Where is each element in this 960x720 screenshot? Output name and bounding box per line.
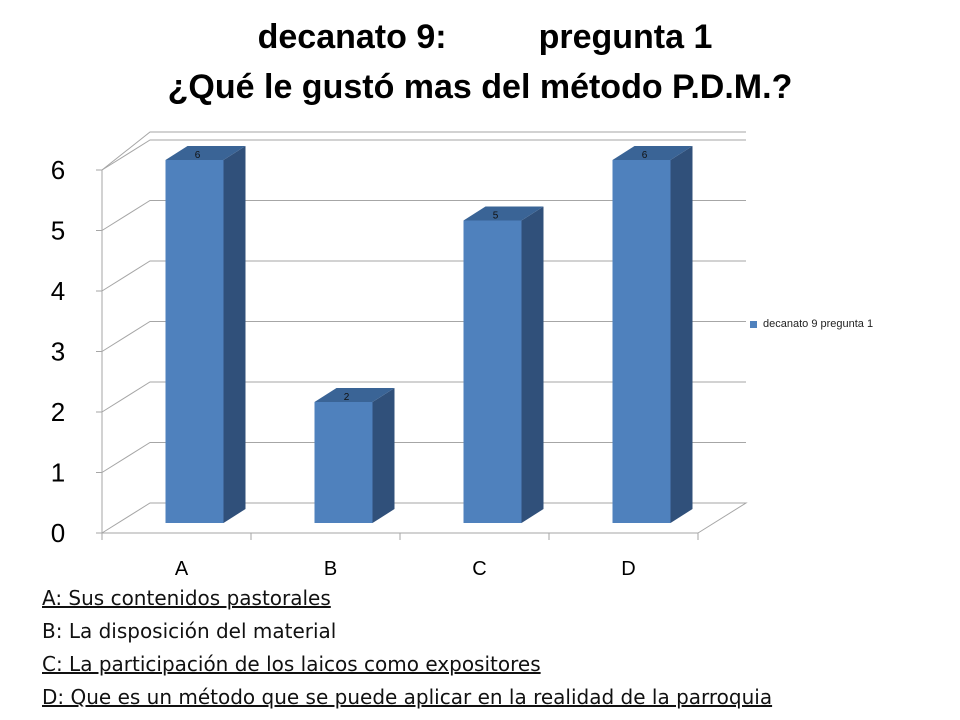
y-tick-label: 0 — [51, 518, 65, 548]
note-c: C: La participación de los laicos como e… — [42, 652, 541, 676]
bar-top — [314, 388, 395, 402]
chart-title: decanato 9: pregunta 1 ¿Qué le gustó mas … — [0, 12, 960, 112]
x-tick-label: D — [621, 558, 635, 580]
data-label: 6 — [642, 150, 648, 161]
x-axis: A B C D — [101, 533, 699, 580]
x-tick-label: B — [324, 558, 337, 580]
note-b: B: La disposición del material — [42, 619, 337, 643]
chart-floor — [101, 502, 748, 534]
data-label: 5 — [493, 211, 499, 222]
title-line-2: ¿Qué le gustó mas del método P.D.M.? — [167, 68, 793, 106]
bar — [165, 146, 246, 523]
gridline — [101, 260, 746, 292]
bar-side — [372, 388, 395, 523]
y-tick-label: 2 — [51, 397, 65, 427]
bar-front — [463, 220, 522, 523]
gridline — [101, 139, 746, 171]
title-line-1: decanato 9: pregunta 1 — [0, 12, 960, 62]
gridlines — [101, 139, 746, 473]
gridline — [101, 442, 746, 473]
bar-front — [612, 160, 671, 523]
legend: decanato 9 pregunta 1 — [750, 318, 873, 330]
y-tick-label: 3 — [51, 337, 65, 367]
bar — [314, 388, 395, 523]
legend-swatch — [750, 320, 757, 328]
data-label: 2 — [344, 392, 350, 403]
bar-side — [223, 146, 246, 523]
note-d: D: Que es un método que se puede aplicar… — [42, 685, 773, 709]
bar-side — [521, 206, 544, 523]
y-axis: 0 1 2 3 4 5 6 — [51, 155, 103, 548]
bar-front — [165, 160, 224, 523]
y-tick-label: 1 — [51, 458, 65, 488]
legend-label: decanato 9 pregunta 1 — [763, 318, 874, 330]
bar-front — [314, 402, 373, 523]
bar-top — [165, 146, 246, 160]
data-labels: 6 2 5 6 — [195, 150, 648, 403]
x-tick-label: C — [472, 558, 486, 580]
gridline — [101, 321, 746, 352]
bar-side — [670, 146, 693, 523]
category-notes: A: Sus contenidos pastorales B: La dispo… — [42, 582, 772, 714]
bar-top — [463, 206, 544, 221]
title-pregunta: pregunta 1 — [538, 18, 713, 56]
data-label: 6 — [195, 150, 201, 161]
bar-top — [612, 146, 693, 160]
note-a: A: Sus contenidos pastorales — [42, 586, 331, 610]
y-tick-label: 5 — [51, 216, 65, 246]
gridline — [101, 381, 746, 413]
gridline — [101, 200, 746, 231]
bar — [463, 206, 544, 523]
y-tick-label: 6 — [51, 155, 65, 185]
title-decanato: decanato 9: — [257, 18, 447, 56]
y-tick-label: 4 — [51, 276, 65, 306]
x-tick-label: A — [175, 558, 189, 580]
bars — [165, 146, 693, 523]
back-wall-top — [101, 131, 746, 171]
bar — [612, 146, 693, 523]
